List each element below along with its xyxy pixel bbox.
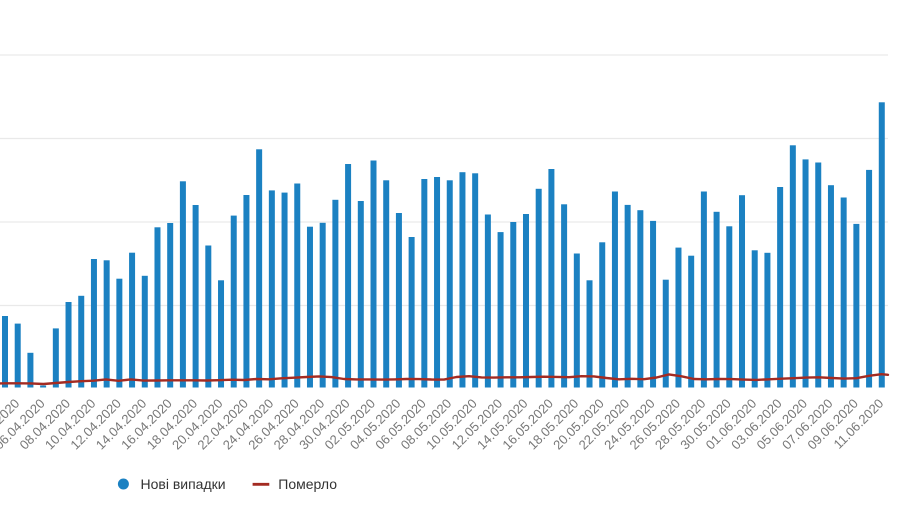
svg-text:Нові випадки: Нові випадки (141, 476, 226, 492)
svg-text:Померло: Померло (278, 476, 337, 492)
